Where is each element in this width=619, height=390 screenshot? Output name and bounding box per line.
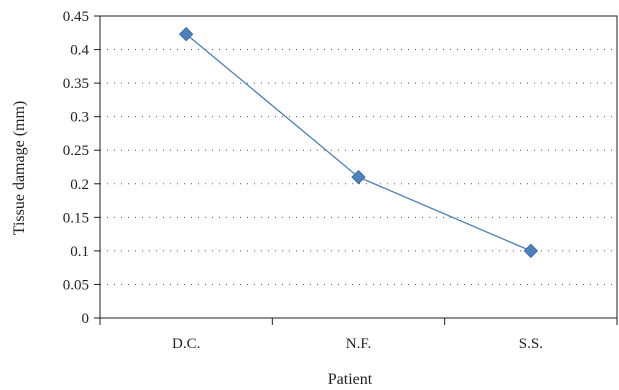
x-tick-label: D.C.: [172, 336, 200, 352]
y-tick-label: 0.45: [63, 9, 89, 25]
x-axis-title: Patient: [328, 371, 373, 388]
y-tick-label: 0.15: [63, 210, 89, 226]
series-line: [185, 33, 532, 252]
series: [178, 26, 539, 259]
data-point: [351, 169, 366, 185]
grid-lines: [100, 15, 617, 285]
y-tick-labels: 0 0.05 0.1 0.15 0.2 0.25 0.3 0.35 0.4 0.45: [63, 9, 90, 327]
y-axis-title: Tissue damage (mm): [11, 101, 28, 236]
y-tick-label: 0.35: [63, 76, 89, 92]
x-tick-labels: D.C. N.F. S.S.: [172, 336, 543, 352]
plot-frame: [99, 15, 618, 319]
y-tick-label: 0: [82, 311, 90, 327]
x-tick-label: N.F.: [346, 336, 371, 352]
y-tick-label: 0.2: [70, 177, 89, 193]
y-tick-label: 0.05: [63, 277, 89, 293]
axes: [94, 15, 618, 325]
data-point: [178, 26, 194, 42]
y-tick-label: 0.3: [70, 110, 89, 126]
y-tick-label: 0.1: [70, 244, 89, 260]
y-tick-label: 0.25: [63, 143, 89, 159]
data-point: [523, 243, 539, 259]
x-tick-label: S.S.: [519, 336, 543, 352]
y-tick-label: 0.4: [70, 43, 89, 59]
